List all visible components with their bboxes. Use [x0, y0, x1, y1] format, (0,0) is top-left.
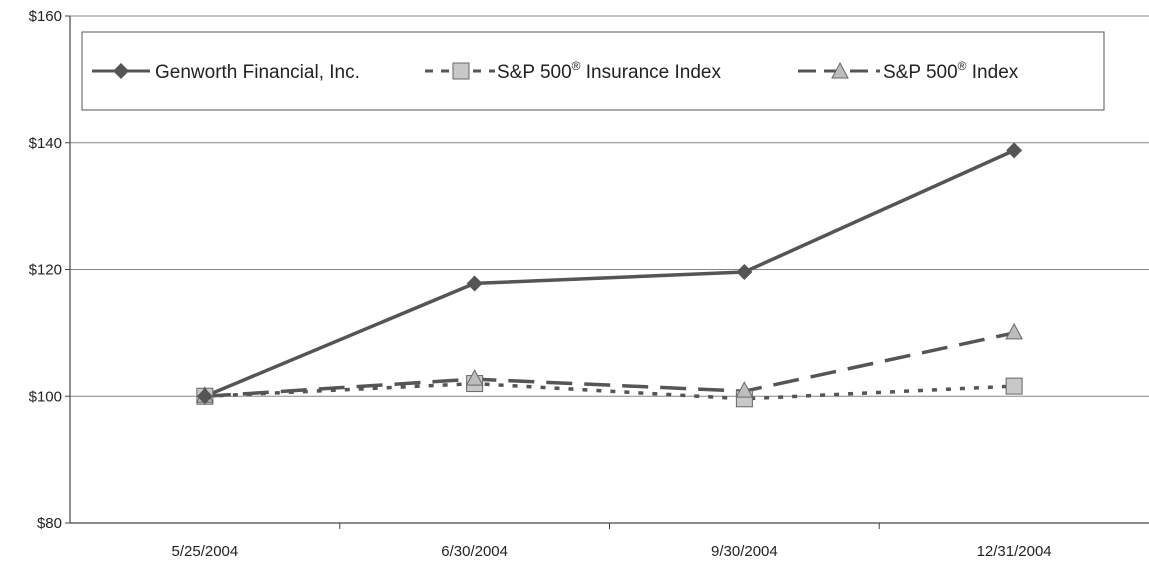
legend-entry-genworth: Genworth Financial, Inc.	[92, 62, 360, 83]
legend-diamond-marker	[113, 63, 129, 79]
legend: Genworth Financial, Inc. S&P 500® Insura…	[81, 31, 1105, 111]
legend-triangle-marker	[831, 61, 849, 79]
triangle-point	[1005, 322, 1023, 340]
legend-label-insurance-index: S&P 500® Insurance Index	[497, 59, 721, 83]
y-tick-label: $100	[29, 388, 62, 405]
x-tick-label: 9/30/2004	[711, 543, 778, 560]
legend-label-genworth: Genworth Financial, Inc.	[155, 62, 360, 83]
diamond-point	[1006, 142, 1023, 159]
diamond-point	[196, 388, 213, 405]
diamond-point	[466, 275, 483, 292]
legend-square-marker	[452, 62, 470, 80]
legend-entry-sp500-index: S&P 500® Index	[798, 59, 1019, 83]
y-tick-label: $120	[29, 262, 62, 279]
y-tick-label: $80	[37, 515, 62, 532]
series-line-diamond	[204, 148, 1015, 398]
series-line-triangle	[204, 331, 1015, 399]
y-tick-label: $140	[29, 135, 62, 152]
x-tick-label: 12/31/2004	[977, 543, 1052, 560]
y-tick-label: $160	[29, 8, 62, 25]
axes: $80 $100 $120 $140 $160 5/25/2004 6/30/2004 9/3…	[29, 8, 1149, 560]
legend-label-sp500-index: S&P 500® Index	[883, 59, 1019, 83]
x-tick-label: 5/25/2004	[172, 543, 239, 560]
series-line-square	[204, 381, 1015, 401]
square-point	[1005, 377, 1023, 395]
legend-entry-insurance-index: S&P 500® Insurance Index	[425, 59, 721, 83]
legend-box	[81, 31, 1105, 111]
x-tick-label: 6/30/2004	[441, 543, 508, 560]
series-group	[196, 142, 1023, 408]
triangle-point	[735, 381, 754, 398]
diamond-point	[736, 264, 753, 281]
triangle-point	[465, 369, 484, 386]
